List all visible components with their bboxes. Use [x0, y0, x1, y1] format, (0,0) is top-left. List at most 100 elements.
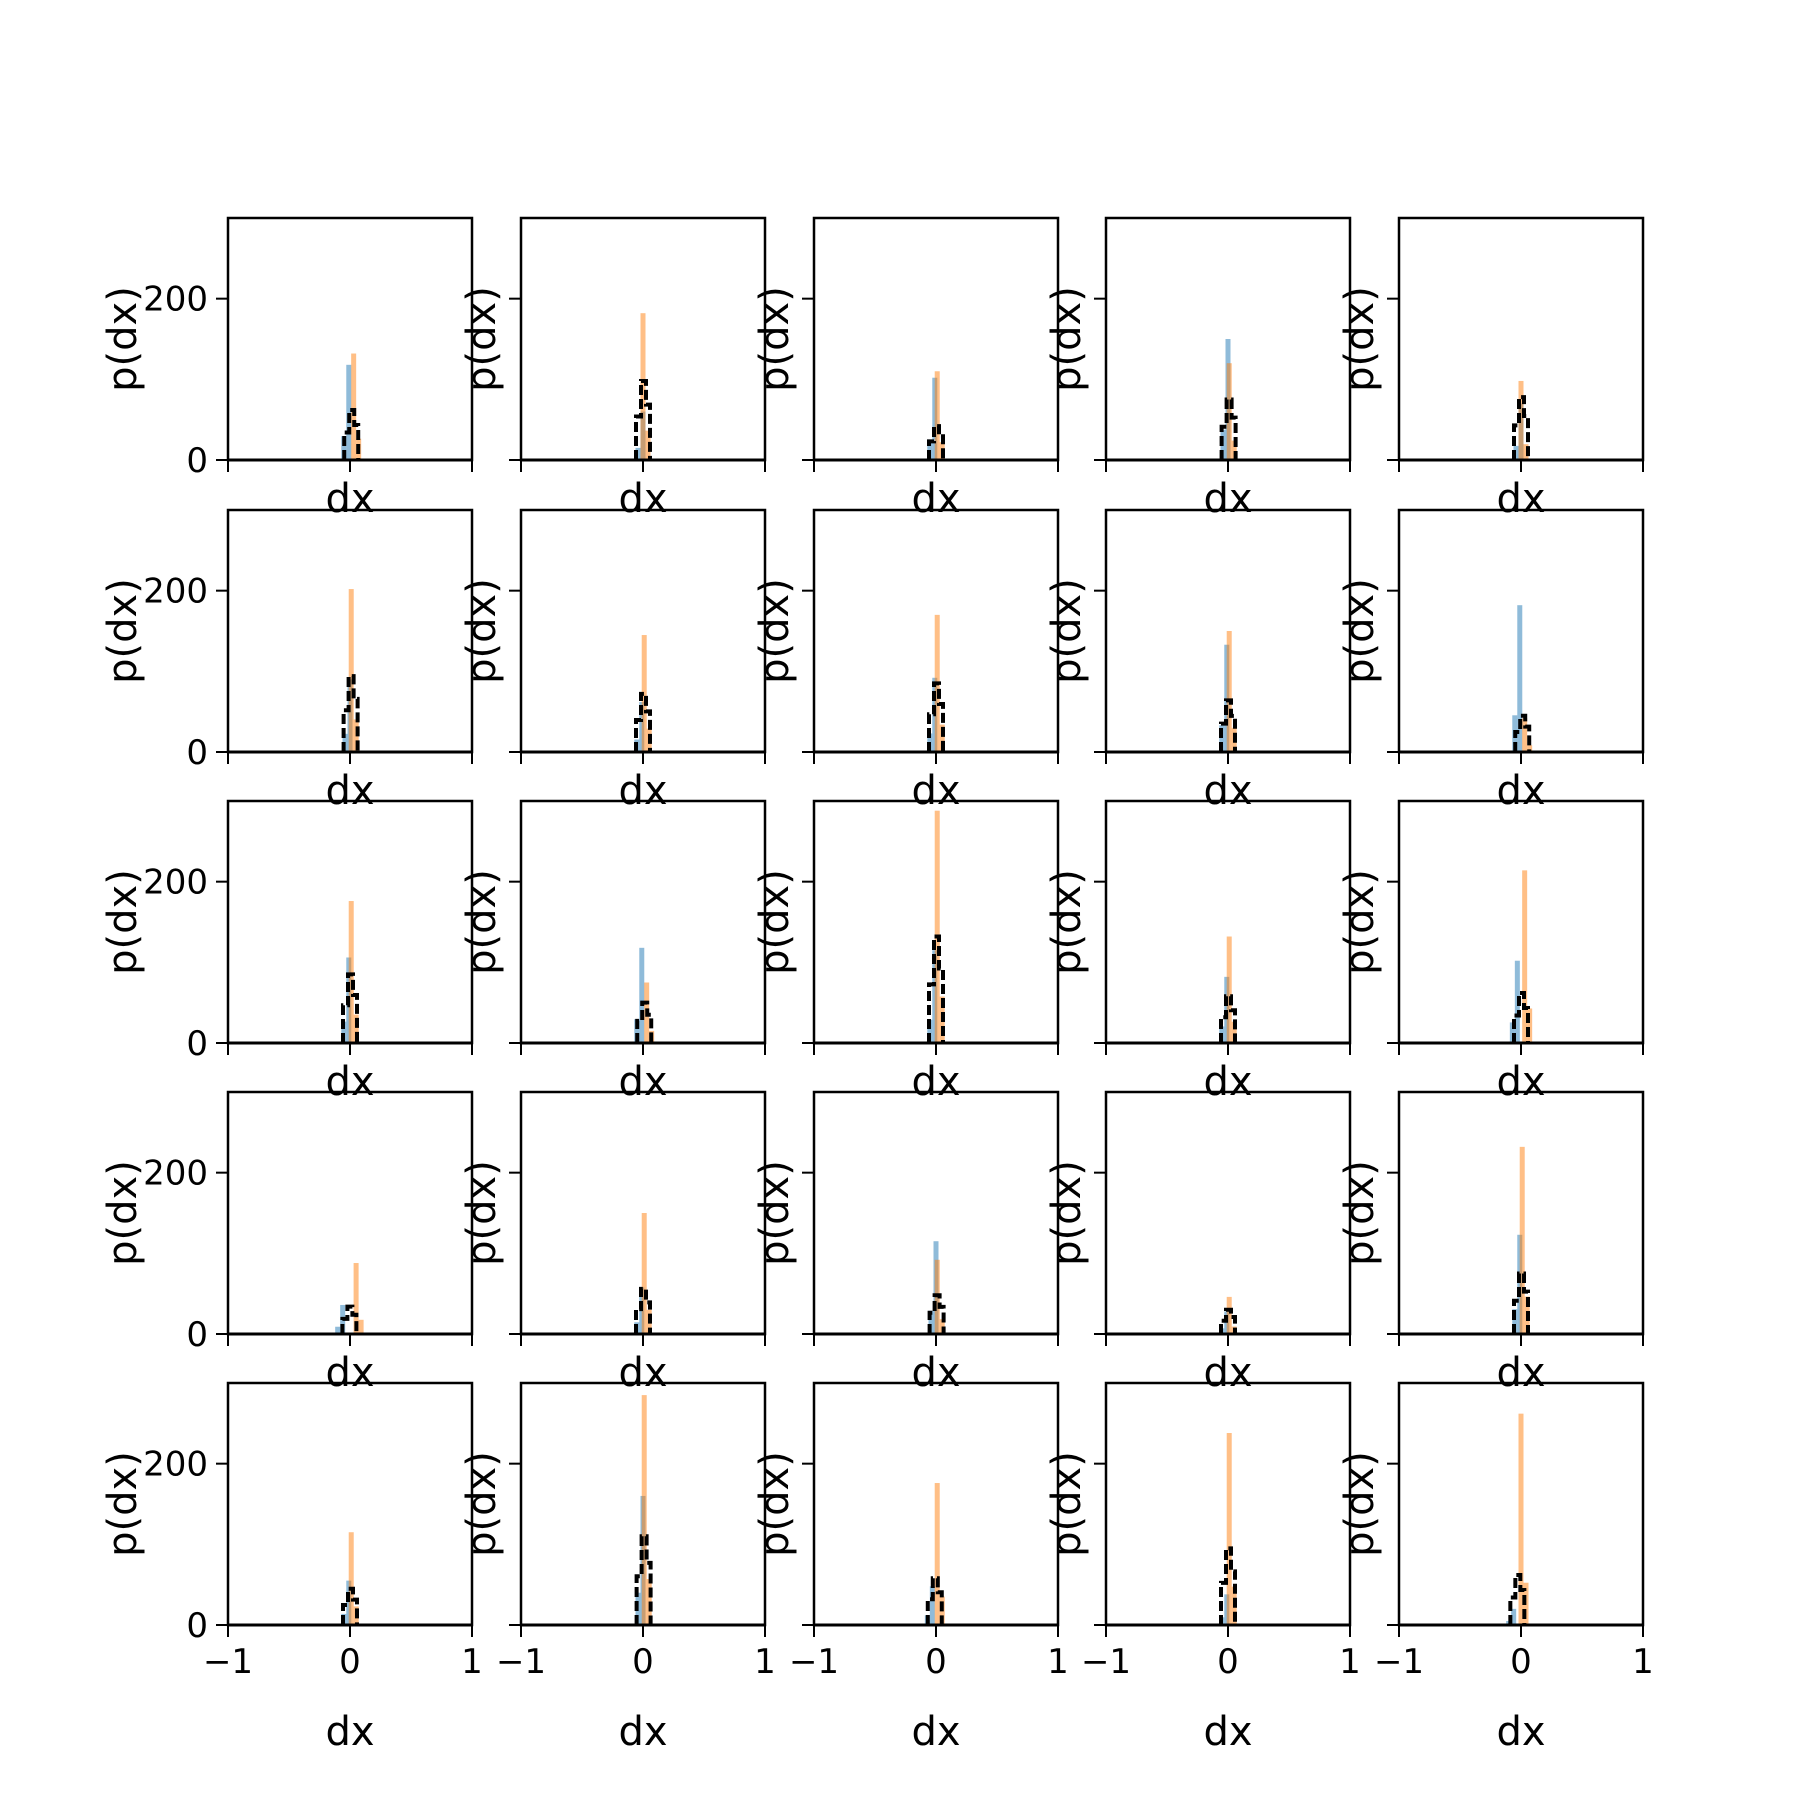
- bar-orange: [1522, 718, 1528, 752]
- x-axis-label: dx: [618, 768, 667, 814]
- x-axis-label: dx: [1496, 1059, 1545, 1105]
- x-tick-label: −1: [203, 1642, 253, 1682]
- x-axis-label: dx: [1203, 476, 1252, 522]
- black-dashed-step: [635, 1000, 654, 1043]
- x-axis-label: dx: [325, 1059, 374, 1105]
- x-tick-label: 0: [925, 1642, 947, 1682]
- subplot-r3-c5: dx p(dx): [1337, 799, 1645, 1105]
- y-axis-label: p(dx): [459, 578, 505, 684]
- x-tick-label: 1: [1632, 1642, 1654, 1682]
- bar-blue-secondary: [927, 1019, 933, 1043]
- subplot-r4-c1: 0 200 dx p(dx): [100, 1090, 474, 1396]
- bar-orange: [1226, 1433, 1232, 1625]
- black-dashed-step: [1219, 1307, 1237, 1334]
- bar-orange-secondary: [939, 724, 945, 752]
- bar-blue: [1511, 1608, 1517, 1625]
- y-tick-label: 0: [186, 1024, 208, 1064]
- bar-blue-secondary: [341, 1021, 347, 1043]
- x-axis-label: dx: [911, 1350, 960, 1396]
- axes-frame: [226, 1090, 474, 1336]
- bar-blue-secondary: [634, 1019, 640, 1043]
- bar-orange: [1518, 1413, 1524, 1625]
- black-dashed-step: [1512, 1271, 1530, 1334]
- subplot-r2-c4: dx p(dx): [1044, 508, 1352, 814]
- subplot-r4-c3: dx p(dx): [752, 1090, 1060, 1396]
- bar-orange: [353, 1263, 359, 1334]
- subplot-r5-c3: −1 0 1 dx p(dx): [752, 1381, 1069, 1755]
- black-dashed-step: [1219, 1546, 1237, 1625]
- black-dashed-step: [341, 972, 359, 1043]
- y-axis-label: p(dx): [1044, 869, 1090, 975]
- subplot-r5-c5: −1 0 1 dx p(dx): [1337, 1381, 1654, 1755]
- bar-orange-secondary: [1527, 1008, 1533, 1043]
- x-axis-label: dx: [618, 1059, 667, 1105]
- subplot-r3-c2: dx p(dx): [459, 799, 767, 1105]
- bar-orange-secondary: [1231, 440, 1237, 460]
- bar-blue: [346, 364, 352, 460]
- x-axis-label: dx: [1496, 1350, 1545, 1396]
- y-tick-label: 200: [143, 280, 208, 320]
- bar-orange: [348, 589, 354, 752]
- bar-orange: [348, 1532, 354, 1625]
- subplot-r5-c4: −1 0 1 dx p(dx): [1044, 1381, 1361, 1755]
- y-axis-label: p(dx): [100, 869, 146, 975]
- subplot-r3-c1: 0 200 dx p(dx): [100, 799, 474, 1105]
- black-dashed-step: [927, 681, 945, 752]
- x-tick-label: 0: [1217, 1642, 1239, 1682]
- bar-orange: [348, 901, 354, 1043]
- x-tick-label: 1: [1339, 1642, 1361, 1682]
- subplot-r4-c4: dx p(dx): [1044, 1090, 1352, 1396]
- x-tick-label: 0: [339, 1642, 361, 1682]
- y-axis-label: p(dx): [752, 578, 798, 684]
- y-axis-label: p(dx): [1337, 578, 1383, 684]
- x-tick-label: −1: [1374, 1642, 1424, 1682]
- y-axis-label: p(dx): [752, 286, 798, 392]
- black-dashed-step: [1508, 1572, 1527, 1625]
- bar-blue: [1517, 605, 1523, 752]
- black-dashed-step: [927, 934, 945, 1043]
- x-axis-label: dx: [325, 476, 374, 522]
- x-axis-label: dx: [1496, 768, 1545, 814]
- bar-orange-secondary: [1527, 745, 1533, 752]
- y-axis-label: p(dx): [1337, 869, 1383, 975]
- bar-orange: [641, 635, 647, 752]
- x-axis-label: dx: [1203, 1709, 1252, 1755]
- black-dashed-step: [634, 1534, 653, 1625]
- subplot-r1-c5: dx p(dx): [1337, 216, 1645, 522]
- y-axis-label: p(dx): [752, 869, 798, 975]
- black-dashed-step: [1512, 990, 1530, 1043]
- black-dashed-step: [341, 1586, 359, 1625]
- bar-blue-secondary: [927, 439, 933, 460]
- x-tick-label: 1: [754, 1642, 776, 1682]
- black-dashed-step: [1219, 994, 1237, 1043]
- subplot-r1-c1: 0 200 dx p(dx): [100, 216, 474, 522]
- subplot-r1-c2: dx p(dx): [459, 216, 767, 522]
- black-dashed-step: [1219, 698, 1237, 752]
- subplot-r2-c1: 0 200 dx p(dx): [100, 508, 474, 814]
- y-axis-label: p(dx): [752, 1160, 798, 1266]
- subplot-r2-c3: dx p(dx): [752, 508, 1060, 814]
- x-axis-label: dx: [911, 476, 960, 522]
- y-tick-label: 200: [143, 863, 208, 903]
- subplot-r4-c2: dx p(dx): [459, 1090, 767, 1396]
- y-axis-label: p(dx): [1337, 286, 1383, 392]
- y-axis-label: p(dx): [459, 1160, 505, 1266]
- x-axis-label: dx: [911, 768, 960, 814]
- black-dashed-step: [341, 674, 360, 752]
- y-tick-label: 0: [186, 733, 208, 773]
- y-axis-label: p(dx): [752, 1451, 798, 1557]
- y-axis-label: p(dx): [1044, 578, 1090, 684]
- black-dashed-step: [634, 378, 652, 460]
- subplot-r2-c2: dx p(dx): [459, 508, 767, 814]
- bar-orange-secondary: [353, 1014, 359, 1043]
- black-dashed-step: [927, 1293, 946, 1334]
- x-tick-label: 1: [1047, 1642, 1069, 1682]
- y-tick-label: 0: [186, 1315, 208, 1355]
- subplot-r1-c4: dx p(dx): [1044, 216, 1352, 522]
- x-axis-label: dx: [618, 476, 667, 522]
- bar-blue-secondary: [341, 436, 347, 460]
- black-dashed-step: [634, 1286, 652, 1334]
- x-axis-label: dx: [325, 768, 374, 814]
